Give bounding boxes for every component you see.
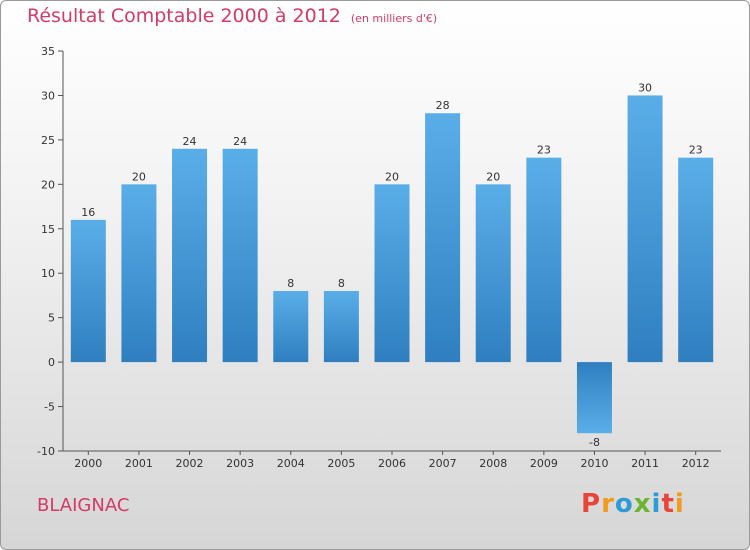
bar [526, 157, 562, 363]
y-tick-label: -5 [44, 401, 55, 414]
value-labels-group: 16 20 24 24 8 8 20 28 20 23 -8 30 23 [81, 81, 702, 449]
y-tick-label: 20 [41, 178, 55, 191]
data-label: 24 [183, 135, 197, 148]
town-name: BLAIGNAC [37, 495, 130, 516]
y-tick-label: -10 [37, 445, 55, 458]
bar [678, 157, 714, 363]
chart-title: Résultat Comptable 2000 à 2012 [27, 5, 341, 27]
bar [374, 184, 410, 363]
bar [475, 184, 511, 363]
bar [425, 113, 461, 363]
y-tick-label: 0 [48, 356, 55, 369]
y-tick-label: 30 [41, 89, 55, 102]
data-label: 23 [537, 144, 551, 157]
x-tick-label: 2003 [226, 457, 254, 470]
chart-title-block: Résultat Comptable 2000 à 2012 (en millie… [27, 5, 437, 27]
x-tick-label: 2009 [530, 457, 558, 470]
logo-letter: x [633, 489, 652, 519]
y-tick-label: 5 [48, 312, 55, 325]
x-tick-label: 2011 [631, 457, 659, 470]
data-label: 28 [436, 99, 450, 112]
bar [627, 95, 663, 363]
x-tick-label: 2012 [682, 457, 710, 470]
bar [172, 148, 208, 363]
x-tick-label: 2000 [74, 457, 102, 470]
x-tick-label: 2010 [580, 457, 608, 470]
chart-unit: (en milliers d'€) [350, 12, 438, 25]
logo-letter: r [601, 489, 615, 519]
axes: -10 -5 0 5 10 15 20 25 30 35 2000 2001 2002 2003 2004 2… [37, 45, 721, 470]
x-tick-label: 2008 [479, 457, 507, 470]
bars-group [70, 95, 714, 434]
x-tick-label: 2007 [429, 457, 457, 470]
y-tick-label: 25 [41, 134, 55, 147]
bar [323, 291, 359, 363]
logo-letter: P [581, 489, 602, 519]
data-label: 20 [385, 170, 399, 183]
data-label: 30 [638, 81, 652, 94]
y-tick-label: 10 [41, 267, 55, 280]
data-label: 20 [486, 170, 500, 183]
bar [70, 219, 106, 363]
data-label: 23 [689, 144, 703, 157]
logo-letter: t [661, 489, 675, 519]
y-tick-label: 35 [41, 45, 55, 58]
data-label: 20 [132, 170, 146, 183]
data-label: -8 [589, 436, 600, 449]
bar [273, 291, 309, 363]
y-tick-label: 15 [41, 223, 55, 236]
data-label: 16 [81, 206, 95, 219]
x-tick-label: 2004 [277, 457, 305, 470]
x-tick-label: 2006 [378, 457, 406, 470]
logo-letter: o [614, 489, 634, 519]
x-tick-label: 2001 [125, 457, 153, 470]
x-tick-label: 2005 [327, 457, 355, 470]
x-tick-label: 2002 [176, 457, 204, 470]
data-label: 8 [338, 277, 345, 290]
data-label: 8 [287, 277, 294, 290]
data-label: 24 [233, 135, 247, 148]
logo-letter: i [651, 489, 662, 519]
bar [222, 148, 258, 363]
logo-letter: i [674, 489, 685, 519]
bar [576, 362, 612, 434]
proxiti-logo: Proxiti [581, 489, 685, 519]
bar [121, 184, 157, 363]
